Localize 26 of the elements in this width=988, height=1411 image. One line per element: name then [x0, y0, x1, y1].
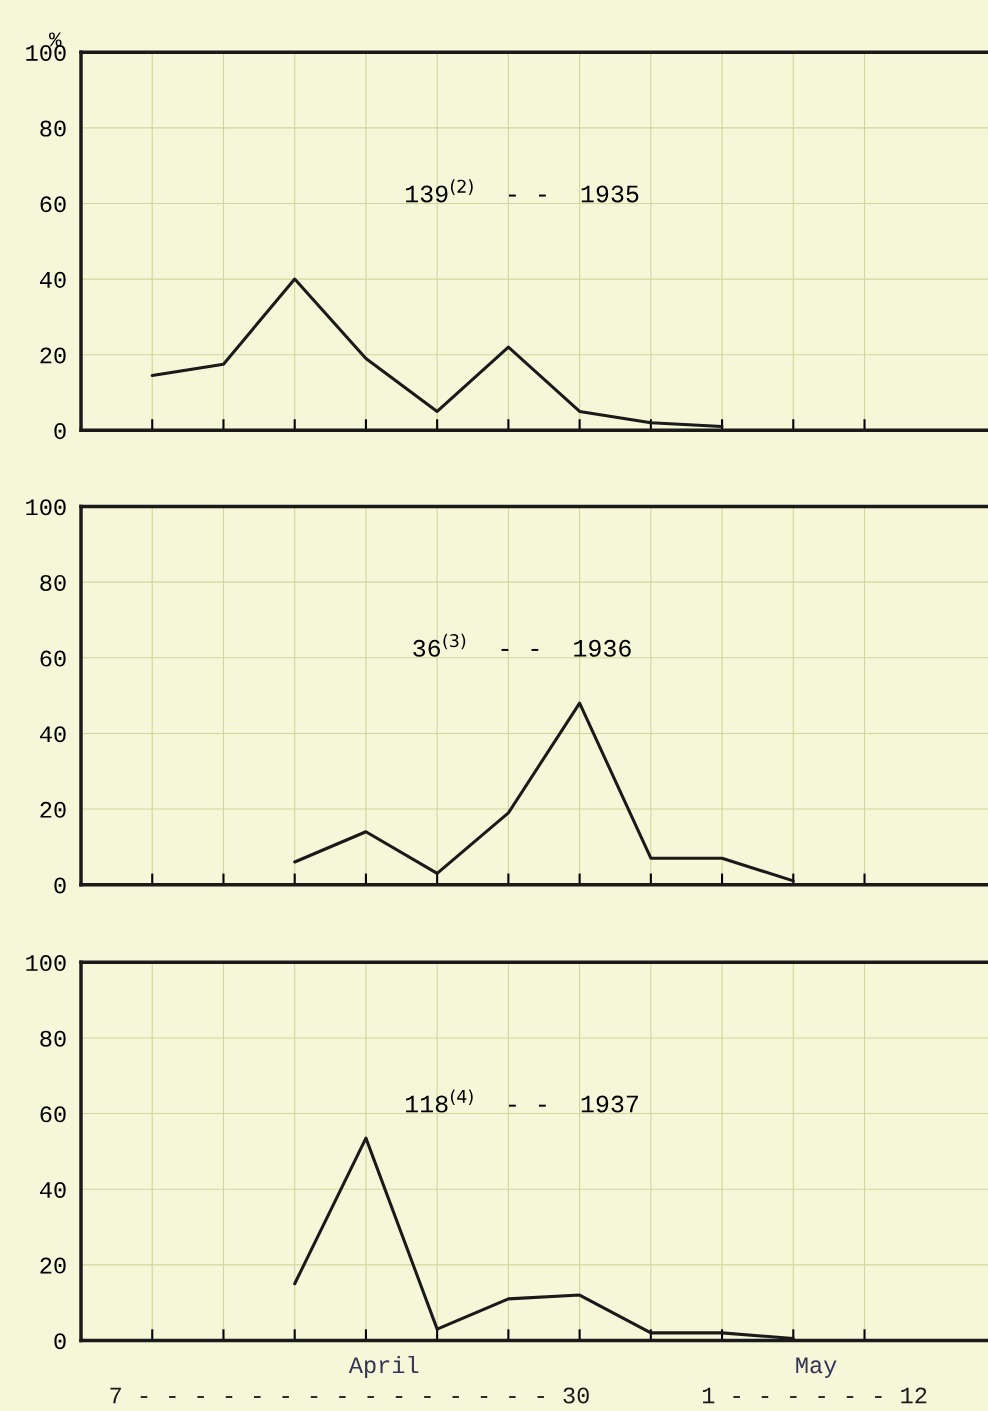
y-tick-label: 60: [40, 196, 66, 213]
y-tick-label: 40: [39, 271, 66, 288]
y-tick-label: 0: [54, 877, 66, 894]
y-tick-label: 100: [26, 955, 66, 972]
y-tick-label: 20: [40, 1257, 66, 1274]
y-tick-label: 20: [40, 347, 66, 364]
y-tick-label: 100: [26, 44, 66, 61]
y-tick-label: 0: [54, 423, 66, 440]
y-tick-label: 40: [39, 726, 66, 743]
y-tick-label: 60: [40, 650, 66, 667]
y-tick-label: 60: [40, 1106, 66, 1123]
chart-title: 139$^{(2)}$ - - 1935: [405, 179, 639, 203]
y-tick-label: 80: [40, 120, 66, 137]
text: May: [796, 1357, 837, 1378]
y-tick-label: 100: [26, 499, 66, 516]
text: April: [348, 1355, 419, 1378]
y-tick-label: 80: [40, 574, 66, 591]
y-tick-label: 20: [40, 801, 66, 818]
chart-title: 36$^{(3)}$ - - 1936: [413, 633, 631, 657]
text: 1 - - - - - - 12: [702, 1387, 927, 1404]
y-tick-label: 40: [39, 1181, 66, 1198]
y-tick-label: 0: [54, 1333, 66, 1350]
y-tick-label: 80: [40, 1030, 66, 1047]
y-axis-title: %: [49, 32, 62, 47]
text: 7 - - - - - - - - - - - - - - - 30: [110, 1387, 589, 1404]
chart-title: 118$^{(4)}$ - - 1937: [405, 1089, 638, 1113]
